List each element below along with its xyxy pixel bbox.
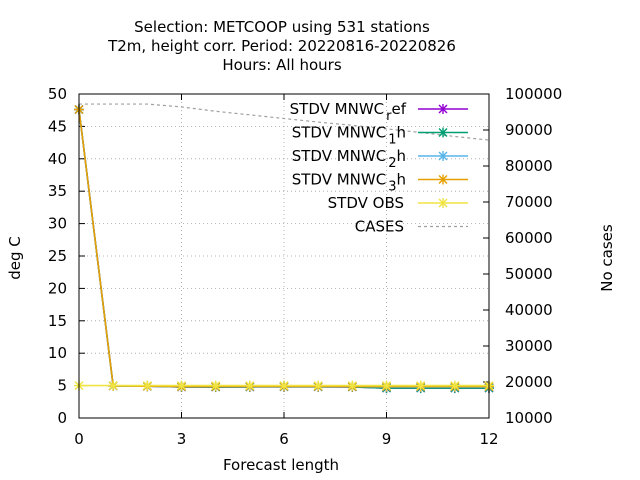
legend-label: STDV MNWC 3h (292, 171, 406, 195)
y2-tick-label: 10000 (505, 409, 553, 427)
y2-axis-ticks: 10000 20000 30000 40000 50000 60000 70000 80000… (483, 85, 562, 427)
y-tick-label: 35 (48, 182, 67, 200)
y-tick-label: 25 (48, 247, 67, 265)
y-tick-label: 20 (48, 279, 67, 297)
x-tick-label: 0 (74, 430, 84, 448)
data-point-marker (347, 380, 358, 391)
data-point-marker (279, 380, 289, 391)
y2-tick-label: 100000 (505, 85, 562, 103)
y-tick-label: 10 (48, 344, 67, 362)
y-tick-label: 5 (57, 377, 67, 395)
y-tick-label: 15 (48, 312, 67, 330)
legend-label: CASES (355, 218, 404, 236)
y2-tick-label: 20000 (505, 373, 553, 391)
legend-entry: STDV MNWC 2h (292, 147, 468, 171)
y-tick-label: 45 (48, 117, 67, 135)
y2-tick-label: 50000 (505, 265, 553, 283)
y2-tick-label: 70000 (505, 193, 553, 211)
x-axis-ticks: 0 3 6 9 12 (74, 94, 499, 448)
data-point-marker (210, 380, 221, 391)
data-point-marker (142, 380, 153, 391)
y2-tick-label: 40000 (505, 301, 553, 319)
y2-tick-label: 30000 (505, 337, 553, 355)
legend-label: STDV MNWC 2h (292, 147, 406, 171)
plot-frame (78, 93, 490, 419)
legend-label: STDV MNWC 1h (292, 124, 406, 148)
data-point-marker (176, 380, 187, 391)
series-line (78, 109, 489, 388)
data-point-marker (381, 380, 392, 391)
data-point-marker (415, 380, 426, 391)
y2-tick-label: 60000 (505, 229, 553, 247)
y-axis-ticks: 0 5 10 15 20 25 30 35 40 45 50 (48, 85, 85, 427)
data-point-marker (108, 380, 119, 391)
y2-tick-label: 90000 (505, 121, 553, 139)
legend-entry: STDV MNWC ref (290, 100, 468, 124)
chart-title-line-2: T2m, height corr. Period: 20220816-20220… (107, 37, 456, 55)
y2-axis-label: No cases (598, 224, 616, 292)
x-axis-label: Forecast length (223, 456, 339, 474)
legend-label: STDV MNWC ref (290, 100, 407, 124)
chart-title-line-3: Hours: All hours (222, 56, 341, 74)
legend-entry: STDV MNWC 1h (292, 124, 468, 148)
x-tick-label: 12 (479, 430, 498, 448)
grid-lines (79, 94, 489, 418)
legend-entry: STDV MNWC 3h (292, 171, 468, 195)
data-point-marker (244, 380, 255, 391)
y-tick-label: 40 (48, 150, 67, 168)
data-point-marker (449, 380, 460, 391)
chart-title-line-1: Selection: METCOOP using 531 stations (134, 18, 430, 36)
legend-label: STDV OBS (328, 194, 404, 212)
y-axis-label: deg C (6, 236, 24, 280)
series-line (78, 109, 489, 388)
series-lines (74, 103, 494, 394)
y-tick-label: 50 (48, 85, 67, 103)
legend-entry: STDV OBS (328, 194, 468, 212)
data-point-marker (313, 380, 324, 391)
y-tick-label: 30 (48, 215, 67, 233)
x-tick-label: 6 (279, 430, 289, 448)
legend-entry: CASES (355, 218, 468, 236)
x-tick-label: 3 (177, 430, 187, 448)
y2-tick-label: 80000 (505, 157, 553, 175)
x-tick-label: 9 (382, 430, 392, 448)
y-tick-label: 0 (57, 409, 67, 427)
